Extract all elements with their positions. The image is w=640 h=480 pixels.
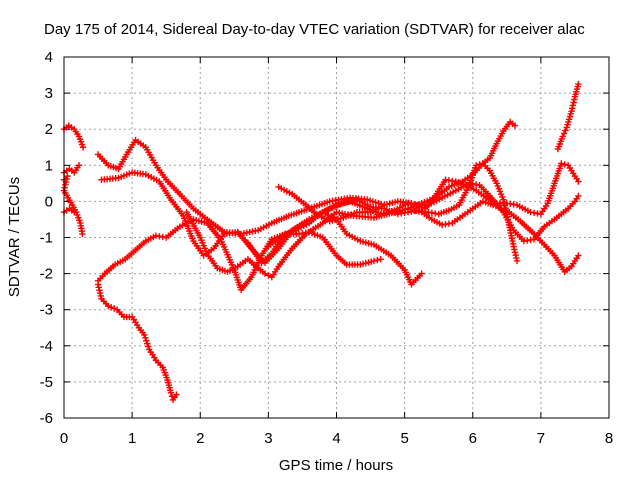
data-point bbox=[511, 122, 519, 129]
data-point bbox=[575, 192, 582, 200]
y-tick-label: -1 bbox=[40, 230, 53, 247]
chart-title: Day 175 of 2014, Sidereal Day-to-day VTE… bbox=[44, 21, 585, 38]
data-point bbox=[108, 304, 115, 311]
x-tick-label: 0 bbox=[60, 430, 68, 447]
data-point bbox=[141, 331, 148, 339]
data-point bbox=[575, 178, 582, 185]
y-axis-label: SDTVAR / TECUs bbox=[6, 177, 23, 297]
data-point bbox=[144, 340, 151, 347]
data-point bbox=[575, 80, 582, 88]
data-point bbox=[562, 127, 569, 134]
data-point bbox=[370, 257, 378, 265]
series-track-2 bbox=[60, 162, 83, 176]
data-point bbox=[142, 334, 149, 342]
x-tick-label: 2 bbox=[196, 430, 204, 447]
y-tick-label: -2 bbox=[40, 266, 53, 283]
data-point bbox=[513, 257, 521, 265]
data-point bbox=[145, 343, 152, 350]
data-point bbox=[105, 302, 112, 310]
series-track-14 bbox=[554, 80, 582, 153]
x-tick-label: 8 bbox=[605, 430, 613, 447]
data-point bbox=[363, 196, 371, 203]
data-point bbox=[418, 270, 425, 277]
x-tick-label: 4 bbox=[332, 430, 340, 447]
data-point bbox=[265, 272, 272, 279]
series-track-7 bbox=[94, 216, 384, 294]
y-tick-labels: -6 -5 -4 -3 -2 -1 0 1 2 3 4 bbox=[40, 49, 53, 427]
y-tick-label: 4 bbox=[45, 49, 53, 66]
series-track-9 bbox=[183, 198, 582, 281]
data-point bbox=[560, 130, 568, 137]
data-point bbox=[561, 161, 568, 168]
data-point bbox=[261, 270, 269, 277]
x-tick-label: 3 bbox=[264, 430, 272, 447]
series-track-13 bbox=[404, 118, 519, 212]
data-point bbox=[75, 162, 83, 169]
y-tick-label: -4 bbox=[40, 338, 53, 355]
data-point bbox=[173, 391, 180, 398]
data-point bbox=[559, 133, 566, 140]
data-point bbox=[71, 209, 78, 216]
x-tick-label: 5 bbox=[400, 430, 408, 447]
y-tick-label: 1 bbox=[45, 157, 53, 174]
data-point bbox=[575, 252, 582, 259]
y-tick-label: 0 bbox=[45, 193, 53, 210]
data-point bbox=[366, 197, 374, 204]
data-series bbox=[60, 80, 582, 404]
data-point bbox=[79, 230, 86, 238]
data-point bbox=[369, 198, 377, 205]
y-tick-label: -6 bbox=[40, 410, 53, 427]
data-point bbox=[167, 389, 175, 396]
data-point bbox=[374, 256, 381, 264]
series-track-12 bbox=[265, 160, 521, 265]
x-tick-label: 1 bbox=[128, 430, 136, 447]
data-point bbox=[558, 160, 565, 167]
x-tick-labels: 0 1 2 3 4 5 6 7 8 bbox=[60, 430, 613, 447]
plot-frame bbox=[63, 56, 610, 419]
data-point bbox=[377, 255, 384, 263]
y-tick-label: 2 bbox=[45, 121, 53, 138]
data-point bbox=[79, 144, 87, 151]
y-tick-label: -3 bbox=[40, 302, 53, 319]
y-tick-label: 3 bbox=[45, 85, 53, 102]
series-track-1 bbox=[60, 122, 87, 151]
y-tick-label: -5 bbox=[40, 374, 53, 391]
data-point bbox=[110, 305, 118, 312]
x-axis-label: GPS time / hours bbox=[279, 457, 393, 474]
x-tick-label: 6 bbox=[469, 430, 477, 447]
data-point bbox=[143, 337, 150, 344]
series-track-5 bbox=[94, 136, 388, 238]
series-track-8 bbox=[94, 281, 180, 404]
x-tick-label: 7 bbox=[537, 430, 545, 447]
